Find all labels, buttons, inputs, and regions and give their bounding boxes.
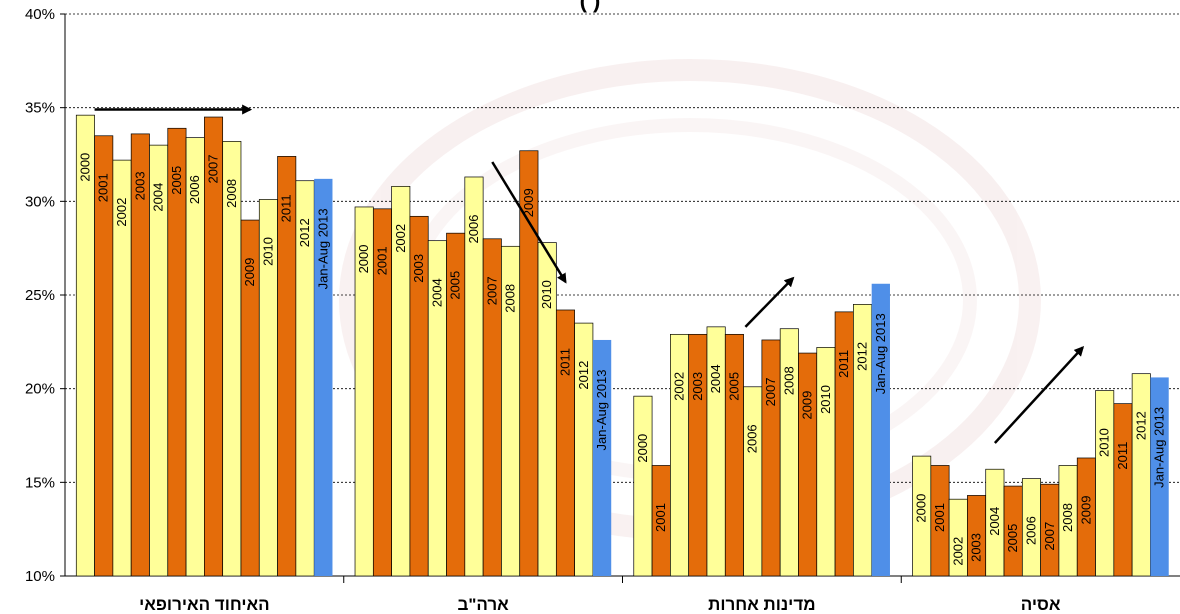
bar (75, 114, 95, 577)
bar-year-label: 2000 (914, 494, 929, 523)
bar (724, 333, 744, 577)
bar-year-label: 2011 (836, 350, 851, 378)
bar-year-label: 2010 (818, 385, 833, 414)
bar (871, 283, 890, 576)
bar-year-label: 2000 (635, 434, 650, 463)
bar-year-label: 2012 (576, 361, 591, 390)
bar-year-label: 2010 (539, 280, 554, 309)
bar-year-label: 2000 (77, 153, 92, 182)
bar-year-label: 2008 (1060, 503, 1075, 532)
bar (314, 178, 333, 576)
bar-year-label: 2003 (411, 254, 426, 283)
bar (670, 333, 690, 577)
bar-year-label: 2005 (169, 166, 184, 195)
bar-year-label: 2004 (987, 507, 1002, 536)
bar (706, 326, 726, 577)
bar-year-label: 2008 (224, 179, 239, 208)
bar-year-label: 2007 (763, 377, 778, 406)
y-tick-label: 15% (25, 474, 55, 491)
bar-year-label: 2011 (279, 194, 294, 222)
bar-year-label: 2009 (521, 188, 536, 217)
bar-year-label: 2011 (557, 348, 572, 376)
y-tick-label: 20% (25, 381, 55, 398)
bar-year-label: 2006 (1023, 516, 1038, 545)
y-tick-label: 35% (25, 100, 55, 117)
bar (1150, 377, 1169, 576)
bar-year-label: 2003 (690, 372, 705, 401)
bar-year-label: 2012 (855, 342, 870, 371)
chart-title: ( ‎) (580, 0, 601, 13)
category-label: ארה"ב (457, 595, 509, 614)
bar-year-label: 2004 (708, 364, 723, 393)
bar-year-label: 2006 (466, 215, 481, 244)
bar (779, 328, 799, 577)
bar-year-label: 2009 (800, 391, 815, 420)
bar-year-label: 2008 (503, 284, 518, 313)
trend-arrow (993, 345, 1085, 444)
bar-year-label: 2011 (1115, 442, 1130, 470)
bar (592, 339, 612, 576)
bar-year-label: 2002 (672, 372, 687, 401)
axes: 10% 15% 20% 25% 30% 35% 40% האיחוד האירופאי ארה"… (25, 6, 1180, 614)
bar (1113, 403, 1133, 577)
bar-year-label: 2007 (1042, 522, 1057, 551)
bar-year-label: 2005 (448, 271, 463, 300)
bar-year-label: 2001 (653, 503, 668, 532)
bars (75, 114, 1169, 577)
bar-year-label: 2008 (781, 366, 796, 395)
bar-year-label: 2006 (745, 424, 760, 453)
bar-year-label: Jan-Aug 2013 (315, 208, 330, 289)
bar (816, 347, 836, 577)
bar-year-label: 2000 (356, 244, 371, 273)
bar-year-label: 2001 (374, 246, 389, 275)
bar (1095, 390, 1115, 577)
bar-year-label: Jan-Aug 2013 (873, 313, 888, 394)
bar-year-label: 2001 (932, 503, 947, 532)
bar-year-label: Jan-Aug 2013 (1152, 407, 1167, 488)
bar-year-label: 2005 (1005, 524, 1020, 553)
y-tick-label: 40% (25, 6, 55, 23)
bar-year-label: Jan-Aug 2013 (594, 369, 609, 450)
bar-year-label: 2001 (96, 173, 111, 202)
trend-arrow (744, 276, 795, 328)
bar (1131, 373, 1151, 577)
bar-year-label: 2002 (393, 224, 408, 253)
bar-year-label: 2012 (1133, 411, 1148, 440)
y-tick-label: 25% (25, 287, 55, 304)
bar-year-label: 2009 (242, 258, 257, 287)
bar-year-label: 2007 (484, 276, 499, 305)
bar-year-label: 2007 (206, 155, 221, 184)
bar-year-label: 2005 (726, 372, 741, 401)
trend-arrow (491, 161, 567, 284)
category-label: האיחוד האירופאי (139, 595, 269, 614)
bar-year-label: 2003 (969, 533, 984, 562)
category-label: אסיה (1021, 595, 1061, 614)
category-label: מדינות אחרות (708, 595, 815, 614)
bar-year-label: 2002 (950, 537, 965, 566)
bar-year-label: 2004 (429, 278, 444, 307)
bar-year-label: 2006 (187, 175, 202, 204)
bar-year-label: 2002 (114, 198, 129, 227)
bar-year-label: 2003 (132, 171, 147, 200)
bar (633, 395, 653, 577)
y-tick-label: 10% (25, 568, 55, 585)
bar-year-label: 2009 (1078, 496, 1093, 525)
bar (798, 352, 818, 577)
bar (204, 116, 224, 577)
bar (761, 339, 781, 577)
bar-year-label: 2012 (297, 218, 312, 247)
bar (743, 386, 763, 577)
y-tick-label: 30% (25, 193, 55, 210)
bar-year-label: 2004 (151, 183, 166, 212)
bar-year-label: 2010 (1097, 428, 1112, 457)
bar (688, 333, 708, 577)
bar-year-label: 2010 (260, 237, 275, 266)
trend-arrows (94, 104, 1085, 444)
